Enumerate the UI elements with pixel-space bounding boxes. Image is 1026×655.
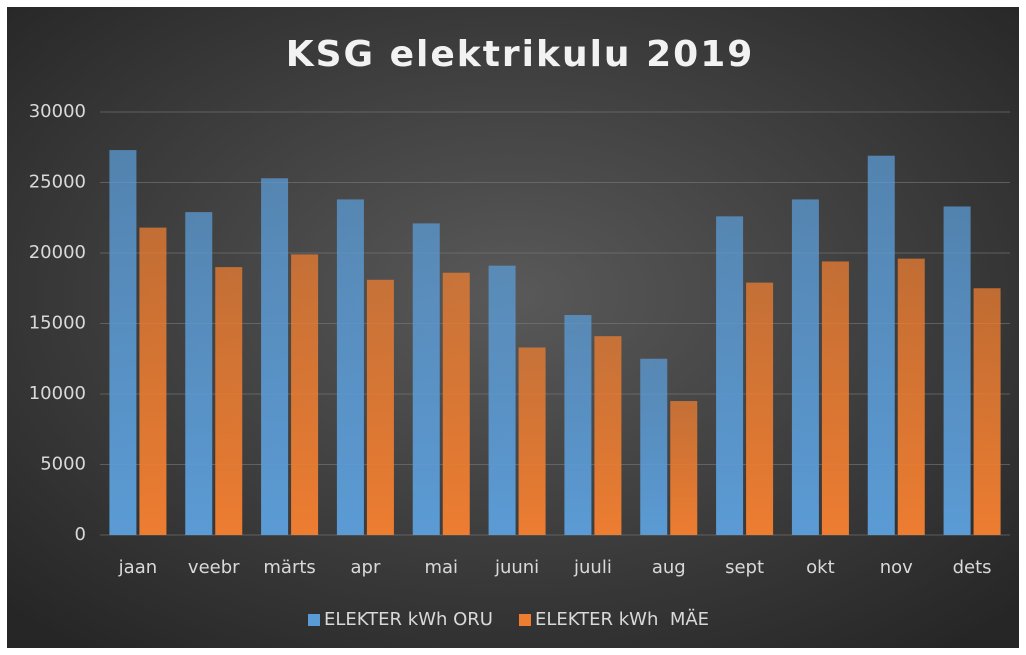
- chart-title: KSG elektrikulu 2019: [286, 34, 755, 75]
- x-tick-label: okt: [806, 557, 835, 578]
- bar: [185, 212, 213, 536]
- bar: [564, 315, 592, 535]
- bar: [518, 347, 546, 535]
- bar: [442, 272, 470, 535]
- y-tick-label: 20000: [29, 242, 86, 263]
- x-tick-label: märts: [263, 557, 315, 578]
- x-tick-label: veebr: [188, 557, 240, 578]
- bar: [291, 254, 319, 535]
- x-tick-label: aug: [652, 557, 686, 578]
- bar: [746, 282, 774, 535]
- bar: [640, 358, 668, 535]
- bar: [973, 288, 1001, 535]
- bar: [670, 401, 698, 535]
- x-tick-label: jaan: [118, 557, 157, 578]
- bar: [336, 199, 364, 536]
- bar: [261, 178, 289, 535]
- legend-swatch: [518, 614, 531, 626]
- legend-label: ELEKTER kWh ORU: [324, 609, 493, 630]
- y-tick-label: 15000: [29, 313, 86, 334]
- legend-label: ELEKTER kWh MÄE: [535, 609, 709, 630]
- y-tick-label: 0: [75, 524, 86, 545]
- bar: [594, 336, 622, 535]
- x-tick-label: sept: [725, 557, 764, 578]
- x-tick-label: juuli: [573, 557, 612, 578]
- y-tick-label: 30000: [29, 101, 86, 122]
- bar: [943, 206, 971, 535]
- bar: [867, 155, 895, 535]
- bar: [139, 227, 167, 535]
- x-tick-label: nov: [880, 557, 913, 578]
- bar: [215, 267, 243, 535]
- x-tick-label: mai: [424, 557, 458, 578]
- bar: [488, 265, 516, 535]
- x-tick-label: apr: [350, 557, 380, 578]
- bar: [821, 261, 849, 535]
- x-tick-label: dets: [953, 557, 992, 578]
- y-tick-label: 25000: [29, 172, 86, 193]
- bar: [109, 150, 137, 535]
- bar: [366, 279, 394, 535]
- bar: [412, 223, 440, 535]
- legend: ELEKTER kWh ORU ELEKTER kWh MÄE: [308, 609, 709, 630]
- bar: [897, 258, 925, 535]
- y-tick-label: 5000: [40, 454, 86, 475]
- bar: [716, 216, 744, 535]
- legend-swatch: [308, 614, 320, 626]
- bar: [791, 199, 819, 536]
- y-tick-label: 10000: [29, 383, 86, 404]
- x-tick-label: juuni: [494, 557, 539, 578]
